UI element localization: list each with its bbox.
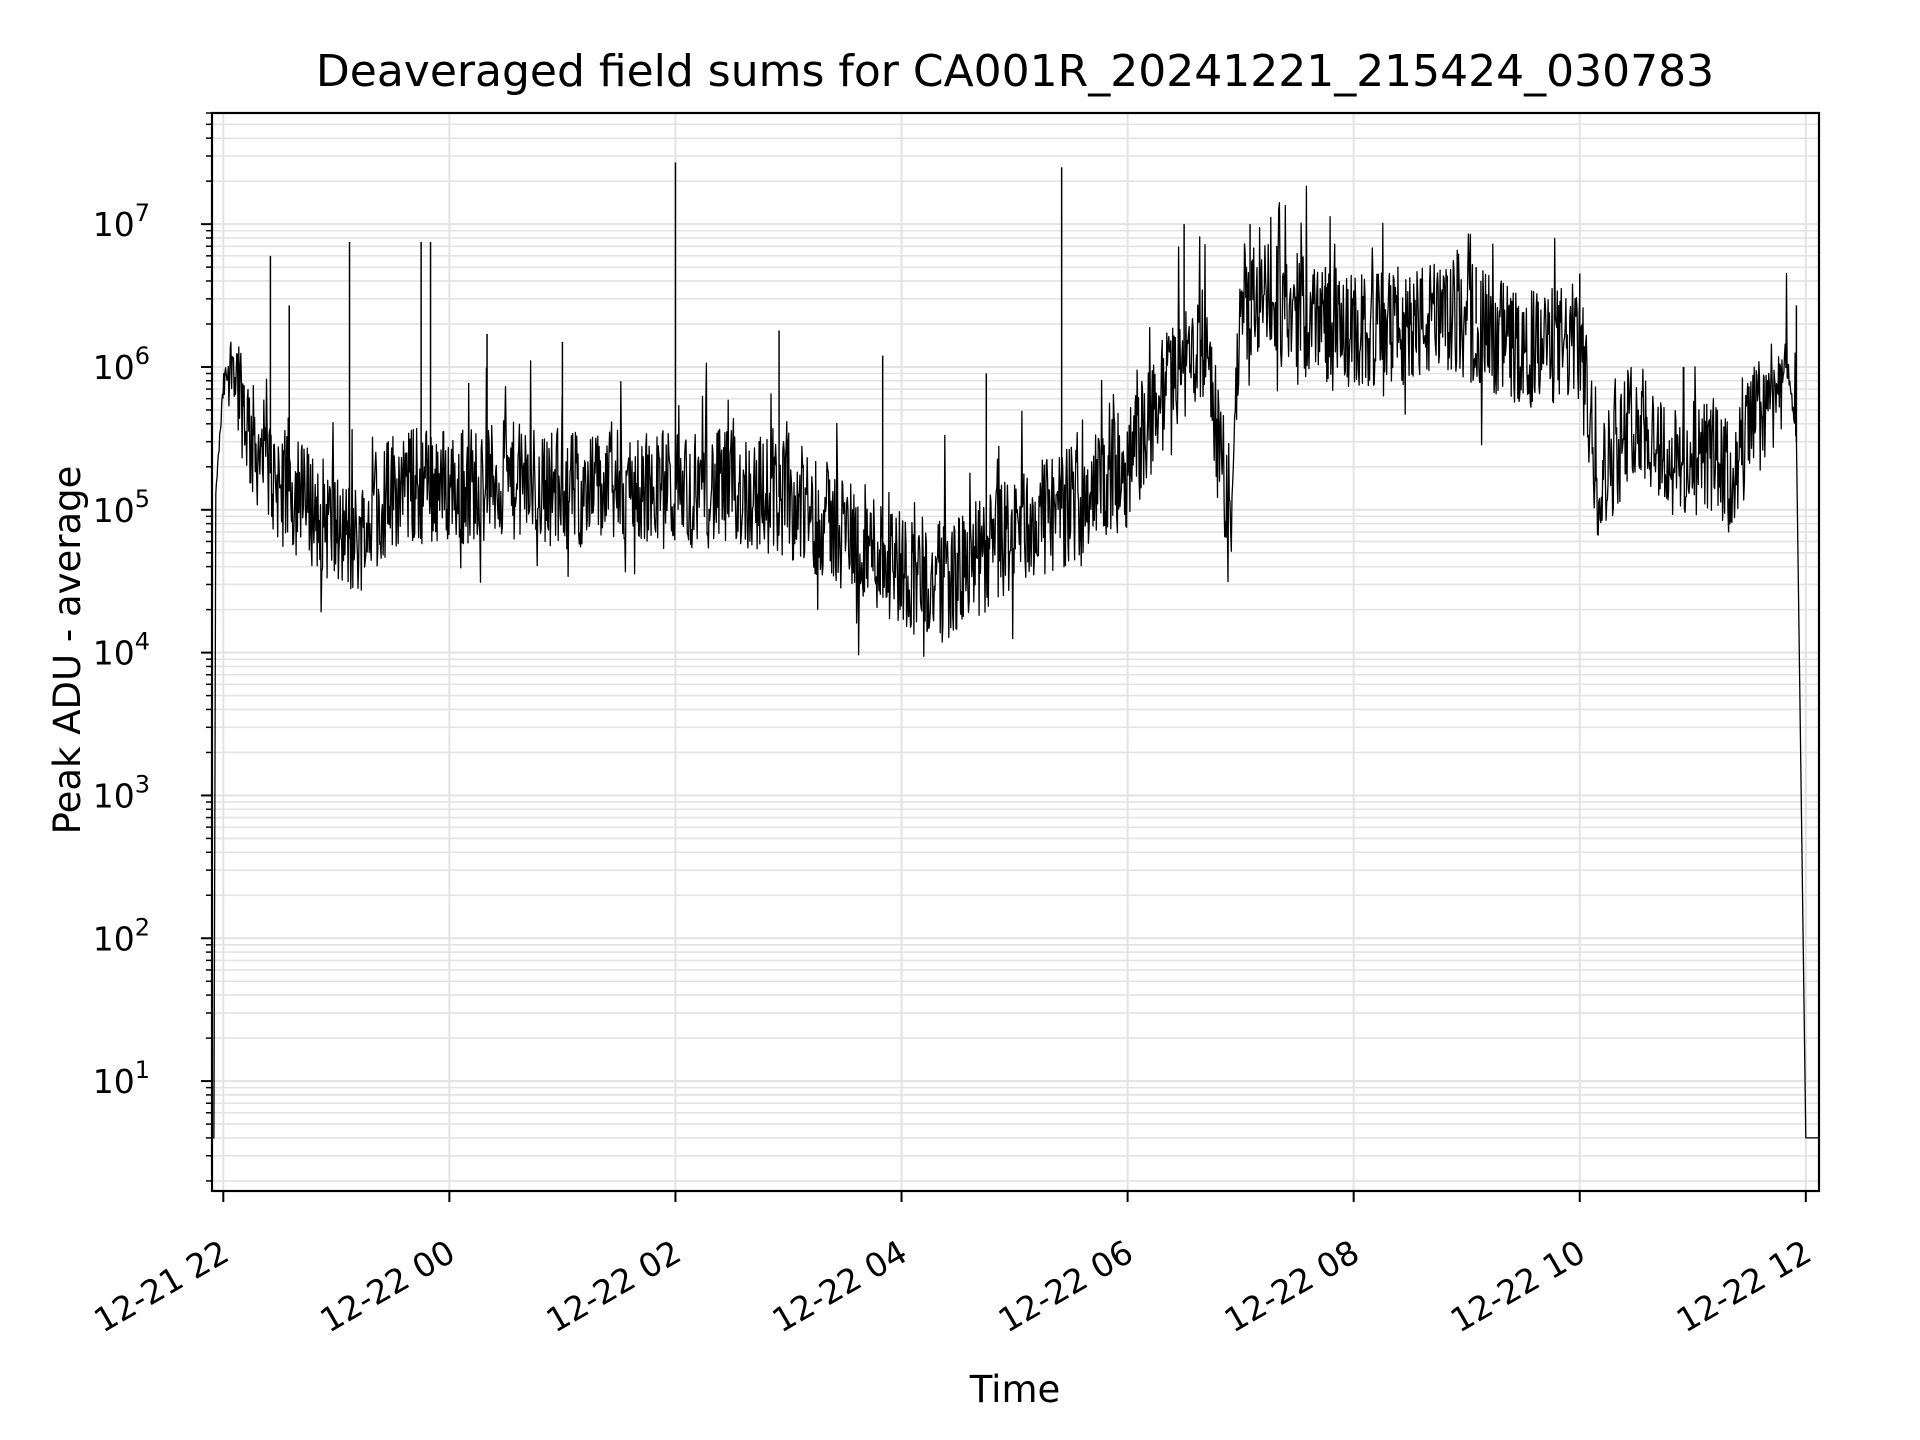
y-tick-exponent: 6 xyxy=(135,342,150,370)
y-tick-exponent: 5 xyxy=(135,485,150,513)
grid xyxy=(212,112,1819,1191)
y-tick-exponent: 3 xyxy=(135,770,150,798)
series-line xyxy=(212,185,1819,1139)
y-tick-exponent: 2 xyxy=(135,913,150,941)
y-tick-exponent: 1 xyxy=(135,1056,150,1084)
plot-area xyxy=(212,162,1819,1139)
y-tick-label: 106 xyxy=(93,342,150,387)
y-axis-label: Peak ADU - average xyxy=(46,466,89,835)
y-tick-exponent: 4 xyxy=(135,628,150,656)
y-tick-exponent: 7 xyxy=(135,199,150,227)
x-axis-label: Time xyxy=(969,1368,1061,1411)
chart-title: Deaveraged field sums for CA001R_2024122… xyxy=(316,46,1714,97)
